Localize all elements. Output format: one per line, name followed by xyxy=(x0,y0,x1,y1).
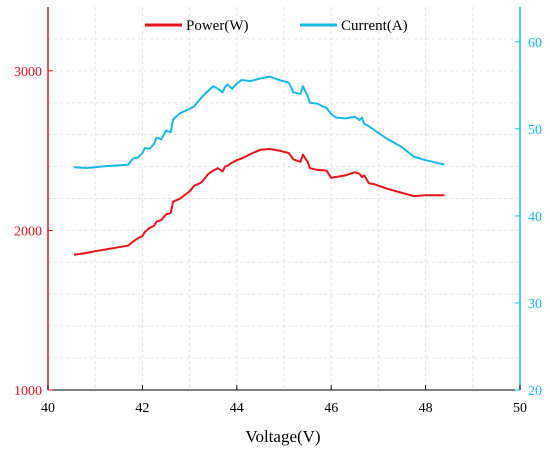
left-y-tick-label: 2000 xyxy=(14,224,42,239)
x-tick-label: 48 xyxy=(419,401,433,416)
series-layer xyxy=(73,75,445,256)
legend: Power(W) Current(A) xyxy=(145,18,408,34)
right-y-tick-label: 20 xyxy=(528,384,542,399)
x-tick-label: 42 xyxy=(135,401,149,416)
x-tick-label: 46 xyxy=(324,401,338,416)
right-y-tick-label: 50 xyxy=(528,123,542,138)
series-line-power xyxy=(73,148,445,256)
legend-label-power: Power(W) xyxy=(186,18,248,34)
grid-lines xyxy=(48,7,520,390)
x-tick-label: 50 xyxy=(513,401,527,416)
x-tick-label: 40 xyxy=(41,401,55,416)
legend-label-current: Current(A) xyxy=(341,18,408,34)
series-line-current xyxy=(73,75,445,169)
left-y-tick-label: 1000 xyxy=(14,384,42,399)
x-axis-title: Voltage(V) xyxy=(245,427,320,446)
axes: 40 42 44 46 48 50 1000 2000 3000 20 30 40 50 60 xyxy=(14,7,542,416)
right-y-tick-label: 40 xyxy=(528,210,542,225)
right-y-tick-label: 30 xyxy=(528,297,542,312)
x-tick-label: 44 xyxy=(230,401,244,416)
right-y-tick-label: 60 xyxy=(528,36,542,51)
left-y-tick-label: 3000 xyxy=(14,65,42,80)
